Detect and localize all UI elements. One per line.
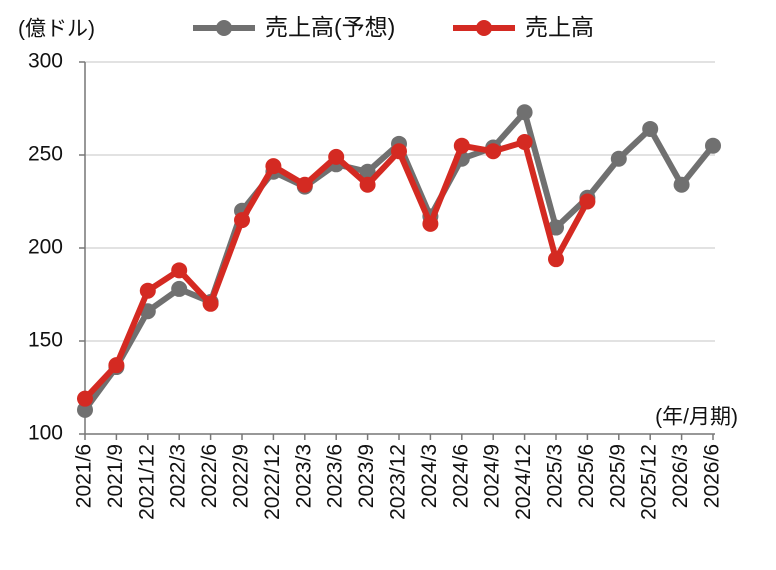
x-tick-label: 2026/6 <box>701 444 724 508</box>
y-axis-label: (億ドル) <box>18 18 95 41</box>
point <box>139 282 156 299</box>
point <box>391 143 407 160</box>
point <box>234 212 250 229</box>
point <box>202 295 219 312</box>
point <box>108 357 125 374</box>
x-tick-label: 2023/3 <box>292 444 315 508</box>
x-tick-label: 2022/9 <box>230 444 253 508</box>
point <box>548 219 564 236</box>
x-tick-label: 2022/3 <box>167 444 190 508</box>
x-tick-label: 2023/6 <box>324 444 347 508</box>
point <box>673 176 690 193</box>
point <box>171 280 188 297</box>
legend-marker <box>216 20 232 36</box>
series-line <box>82 138 591 401</box>
y-tick-label: 150 <box>28 329 63 352</box>
x-tick-label: 2022/12 <box>261 444 284 520</box>
legend-marker <box>476 20 492 36</box>
point <box>422 215 439 232</box>
y-tick-label: 100 <box>28 422 63 445</box>
x-tick-label: 2023/9 <box>355 444 378 508</box>
point <box>171 262 188 279</box>
x-tick-label: 2023/12 <box>387 444 410 520</box>
point <box>548 251 564 268</box>
x-tick-label: 2024/9 <box>481 444 504 508</box>
point <box>77 401 93 418</box>
x-tick-label: 2021/9 <box>104 444 127 508</box>
legend-label: 売上高(予想) <box>265 14 395 40</box>
x-tick-label: 2025/6 <box>575 444 598 508</box>
x-tick-label: 2024/3 <box>418 444 441 508</box>
point <box>77 390 93 407</box>
x-tick-label: 2025/9 <box>606 444 629 508</box>
point <box>579 193 596 210</box>
point <box>516 104 533 121</box>
y-tick-label: 250 <box>28 143 63 166</box>
legend-label: 売上高 <box>525 14 594 40</box>
y-tick-label: 300 <box>28 50 63 73</box>
x-tick-label: 2022/6 <box>198 444 221 508</box>
x-tick-label: 2021/6 <box>73 444 96 508</box>
point <box>642 120 659 137</box>
point <box>265 158 282 175</box>
x-tick-label: 2021/12 <box>135 444 158 520</box>
x-tick-label: 2025/3 <box>544 444 567 508</box>
x-tick-label: 2024/12 <box>512 444 535 520</box>
point <box>705 137 721 154</box>
x-axis-label: (年/月期) <box>655 406 738 429</box>
point <box>296 176 313 193</box>
y-tick-label: 200 <box>28 236 63 259</box>
point <box>328 148 345 165</box>
x-tick-label: 2024/6 <box>449 444 472 508</box>
point <box>485 143 502 160</box>
point <box>359 176 376 193</box>
x-tick-label: 2026/3 <box>669 444 692 508</box>
point <box>610 150 627 167</box>
point <box>453 137 470 154</box>
point <box>516 133 533 150</box>
x-tick-label: 2025/12 <box>638 444 661 520</box>
point <box>359 163 376 180</box>
